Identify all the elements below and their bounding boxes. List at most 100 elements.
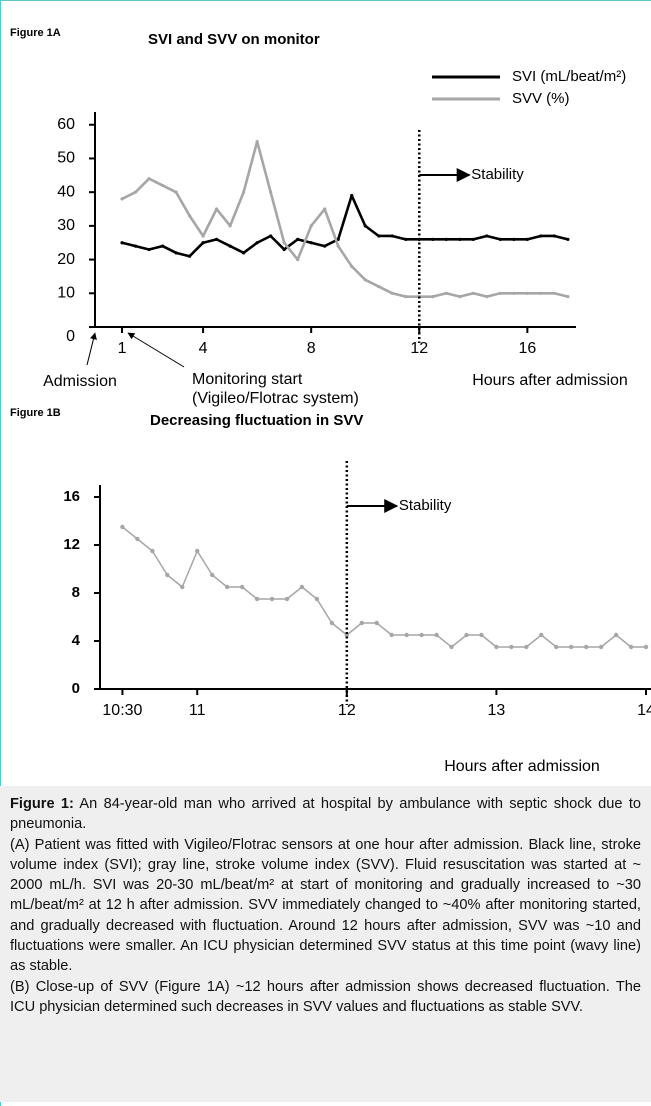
annotation: Admission	[43, 373, 117, 390]
data-point	[133, 244, 138, 248]
caption-paragraph: (A) Patient was fitted with Vigileo/Flot…	[10, 836, 641, 975]
y-tick-label: 16	[63, 488, 80, 505]
series-line	[121, 140, 569, 298]
data-point	[147, 247, 151, 252]
data-point	[512, 291, 516, 295]
data-point	[389, 632, 394, 638]
x-tick-label: 1	[118, 340, 127, 357]
y-tick-label: 30	[57, 217, 75, 234]
data-point	[242, 251, 246, 255]
x-tick-label: 14	[637, 702, 651, 719]
data-point	[120, 197, 124, 201]
data-point	[613, 632, 619, 638]
data-point	[336, 244, 340, 248]
data-point	[404, 632, 409, 638]
figure-label: Figure 1A	[10, 27, 61, 39]
data-point	[323, 207, 327, 211]
data-point	[120, 524, 125, 530]
annotation: Monitoring start	[192, 371, 303, 388]
data-point	[309, 224, 313, 228]
data-point	[552, 234, 556, 238]
data-point	[494, 644, 499, 650]
data-point	[296, 237, 300, 241]
x-tick-label: 4	[199, 340, 208, 357]
data-point	[350, 193, 354, 198]
data-point	[431, 295, 435, 299]
data-point	[160, 183, 165, 188]
data-point	[209, 572, 215, 578]
series-line	[121, 194, 569, 258]
data-point	[471, 237, 475, 241]
data-point	[464, 632, 469, 638]
data-point	[566, 295, 570, 299]
data-point	[187, 214, 192, 218]
data-point	[374, 620, 379, 626]
data-point	[350, 264, 354, 268]
y-tick-label: 60	[57, 116, 75, 133]
x-tick-label: 11	[189, 702, 206, 719]
annotation-arrow	[127, 332, 185, 368]
data-point	[224, 584, 230, 590]
data-point	[525, 237, 529, 241]
data-point	[309, 241, 313, 245]
y-tick-label: 4	[72, 632, 81, 649]
data-point	[444, 237, 448, 241]
chart-title: SVI and SVV on monitor	[148, 31, 320, 48]
data-point	[187, 254, 192, 258]
data-point	[215, 237, 219, 241]
y-tick-label: 12	[63, 536, 80, 553]
y-tick-label: 50	[57, 150, 75, 167]
data-point	[552, 291, 556, 295]
y-tick-label: 8	[72, 584, 80, 601]
data-point	[165, 572, 170, 578]
data-point	[404, 237, 408, 241]
data-point	[255, 139, 259, 144]
data-point	[390, 291, 394, 295]
data-point	[628, 644, 634, 650]
data-point	[323, 244, 327, 248]
data-point	[509, 644, 514, 650]
data-point	[431, 237, 435, 241]
data-point	[160, 244, 165, 248]
data-point	[147, 177, 151, 181]
data-point	[598, 644, 604, 650]
data-point	[174, 251, 178, 255]
data-point	[404, 295, 408, 299]
x-tick-label: 16	[518, 340, 536, 357]
data-point	[554, 644, 559, 650]
data-point	[269, 596, 275, 602]
data-point	[282, 241, 286, 245]
data-point	[242, 190, 246, 194]
x-tick-label: 13	[488, 702, 506, 719]
data-point	[133, 190, 138, 194]
data-point	[498, 291, 502, 295]
y-tick-label: 20	[57, 251, 75, 268]
legend-label: SVI (mL/beat/m²)	[512, 68, 626, 85]
data-point	[201, 241, 205, 245]
data-point	[444, 291, 448, 295]
data-point	[377, 284, 381, 289]
data-point	[228, 224, 232, 228]
annotation: (Vigileo/Flotrac system)	[192, 390, 359, 407]
x-axis-label: Hours after admission	[444, 758, 600, 775]
data-point	[458, 295, 462, 299]
data-point	[539, 234, 543, 238]
y-tick-label: 40	[57, 183, 75, 200]
data-point	[239, 584, 245, 590]
data-point	[539, 291, 543, 295]
data-point	[195, 548, 200, 554]
caption-paragraph: (B) Close-up of SVV (Figure 1A) ~12 hour…	[10, 978, 641, 1015]
data-point	[254, 596, 260, 602]
data-point	[228, 244, 232, 248]
data-point	[643, 644, 649, 650]
x-tick-label: 8	[307, 340, 316, 357]
data-point	[485, 295, 489, 299]
x-tick-label: 12	[410, 340, 428, 357]
data-point	[180, 584, 185, 590]
data-point	[539, 632, 544, 638]
data-point	[201, 234, 205, 238]
caption: Figure 1: An 84-year-old man who arrived…	[0, 786, 651, 1102]
x-axis-label: Hours after admission	[472, 372, 628, 389]
